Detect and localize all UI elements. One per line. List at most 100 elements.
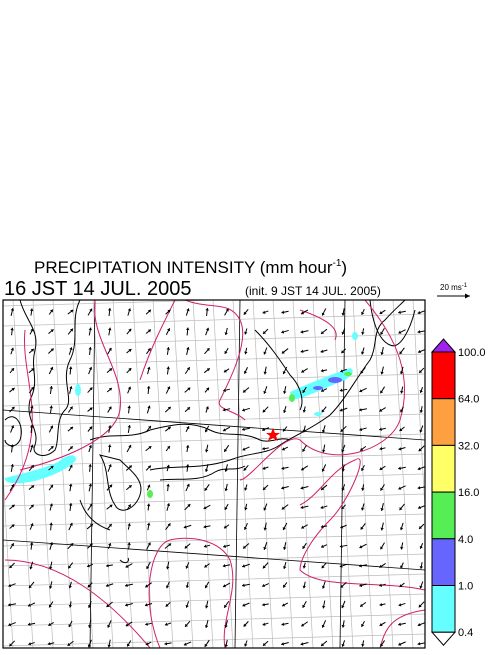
grid-line bbox=[3, 493, 425, 507]
wind-arrow-head bbox=[300, 486, 304, 490]
wind-arrow-head bbox=[380, 331, 384, 335]
wind-arrow-head bbox=[28, 642, 32, 646]
wind-arrow-head bbox=[11, 524, 15, 528]
wind-arrow-head bbox=[379, 622, 383, 627]
wind-arrow-head bbox=[11, 387, 15, 391]
wind-arrow-head bbox=[281, 310, 285, 314]
wind-arrow-head bbox=[29, 308, 34, 312]
wind-arrow-head bbox=[125, 623, 129, 627]
wind-arrow-head bbox=[69, 386, 73, 390]
wind-arrow-head bbox=[341, 312, 346, 316]
wind-arrow-head bbox=[187, 387, 191, 391]
wind-arrow-head bbox=[398, 330, 402, 334]
wind-arrow-head bbox=[341, 624, 345, 628]
wind-arrow-head bbox=[380, 643, 384, 647]
wind-arrow-head bbox=[242, 447, 246, 451]
grid-line bbox=[3, 533, 425, 547]
colorbar-label: 32.0 bbox=[458, 440, 479, 452]
wind-arrow-head bbox=[224, 350, 228, 354]
wind-arrow-head bbox=[9, 565, 13, 569]
wind-arrow-head bbox=[147, 309, 151, 313]
wind-arrow-head bbox=[187, 504, 191, 508]
wind-arrow-head bbox=[263, 330, 267, 334]
wind-arrow-head bbox=[243, 467, 247, 471]
wind-arrow-head bbox=[320, 524, 324, 529]
wind-arrow-head bbox=[380, 352, 384, 355]
wind-arrow-head bbox=[321, 544, 325, 548]
wind-arrow-head bbox=[223, 388, 226, 392]
wind-arrow-head bbox=[125, 603, 128, 607]
lat-lon-grid bbox=[3, 300, 425, 648]
wind-arrow-head bbox=[224, 488, 228, 492]
grid-line bbox=[352, 300, 374, 648]
wind-arrow-head bbox=[146, 386, 151, 389]
colorbar-segment bbox=[431, 538, 456, 586]
grid-line bbox=[3, 473, 425, 487]
wind-arrow-head bbox=[89, 426, 93, 430]
wind-arrow-head bbox=[417, 642, 421, 646]
wind-arrow-head bbox=[223, 544, 226, 548]
grid-line bbox=[3, 353, 425, 367]
wind-arrow-head bbox=[128, 465, 132, 469]
wind-arrow-head bbox=[10, 464, 15, 467]
wind-arrow-head bbox=[50, 367, 54, 370]
wind-arrow-head bbox=[340, 369, 344, 373]
colorbar-label: 1.0 bbox=[458, 581, 473, 593]
wind-arrow-head bbox=[262, 486, 266, 490]
wind-arrow-head bbox=[243, 623, 247, 627]
wind-arrow-head bbox=[107, 444, 112, 448]
wind-arrow-head bbox=[224, 644, 228, 648]
wind-arrow-head bbox=[339, 564, 343, 568]
wind-arrow-head bbox=[49, 405, 53, 409]
colorbar-label: 4.0 bbox=[458, 534, 473, 546]
wind-arrow-head bbox=[302, 429, 306, 433]
wind-arrow-head bbox=[400, 409, 404, 413]
wind-arrow-head bbox=[283, 584, 286, 588]
wind-arrow-head bbox=[417, 310, 421, 315]
wind-arrow-head bbox=[10, 347, 14, 351]
wind-arrow-head bbox=[398, 603, 402, 607]
wind-arrow-head bbox=[282, 603, 286, 607]
wind-arrow-head bbox=[398, 622, 401, 626]
grid-line bbox=[3, 613, 425, 627]
wind-arrow-head bbox=[10, 425, 15, 429]
wind-arrow-head bbox=[127, 386, 132, 390]
wind-arrow-head bbox=[109, 484, 113, 488]
wind-arrow-head bbox=[418, 505, 421, 510]
wind-arrow-head bbox=[282, 371, 286, 375]
wind-arrow-head bbox=[165, 585, 170, 589]
wind-arrow-head bbox=[262, 565, 266, 569]
wind-arrow-head bbox=[70, 543, 74, 547]
wind-arrow-head bbox=[67, 642, 71, 646]
wind-arrow-head bbox=[282, 447, 286, 451]
wind-arrow-head bbox=[321, 312, 325, 316]
wind-arrow-head bbox=[379, 583, 382, 587]
wind-arrow-head bbox=[242, 427, 245, 432]
wind-arrow-head bbox=[166, 566, 170, 570]
wind-arrow-head bbox=[341, 506, 345, 510]
wind-arrow-head bbox=[361, 467, 365, 471]
wind-scale-text: 20 ms bbox=[440, 283, 462, 292]
wind-arrow-head bbox=[359, 389, 363, 393]
wind-arrow-head bbox=[89, 524, 93, 527]
wind-arrow-head bbox=[399, 584, 403, 588]
wind-arrow-head bbox=[321, 388, 325, 392]
wind-arrow-head bbox=[360, 370, 364, 374]
wind-arrow-head bbox=[27, 622, 31, 626]
wind-arrow-head bbox=[321, 468, 325, 472]
wind-arrow-head bbox=[68, 366, 73, 370]
grid-line bbox=[192, 300, 214, 648]
wind-arrow-head bbox=[399, 527, 404, 531]
wind-arrow-head bbox=[203, 525, 207, 529]
wind-arrow-head bbox=[398, 310, 401, 315]
wind-arrow-head bbox=[8, 622, 12, 627]
colorbar-segment bbox=[431, 398, 456, 446]
wind-arrow-head bbox=[418, 604, 422, 608]
grid-line bbox=[212, 300, 234, 648]
wind-arrow-head bbox=[28, 585, 32, 589]
title-exponent: -1 bbox=[332, 258, 341, 269]
wind-arrow-head bbox=[70, 309, 74, 313]
wind-arrow-head bbox=[360, 351, 365, 355]
wind-arrow-head bbox=[283, 428, 286, 432]
grid-line bbox=[3, 553, 425, 567]
